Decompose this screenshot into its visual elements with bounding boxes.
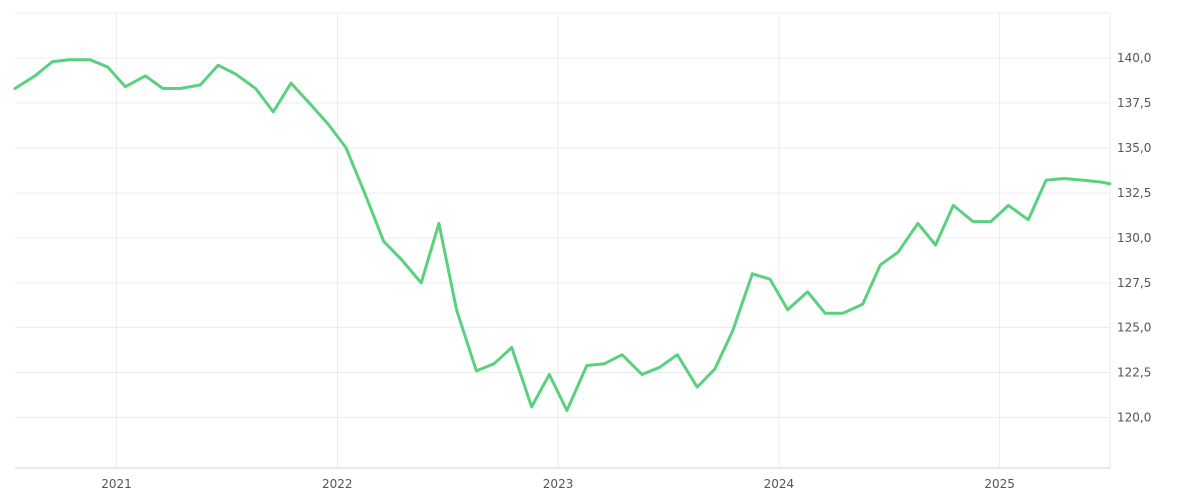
x-tick-label: 2023 <box>543 477 574 491</box>
x-tick-label: 2024 <box>764 477 795 491</box>
x-tick-label: 2021 <box>101 477 132 491</box>
y-tick-label: 120,0 <box>1117 411 1151 425</box>
series-group <box>13 58 1112 412</box>
y-tick-label: 125,0 <box>1117 321 1151 335</box>
y-tick-label: 127,5 <box>1117 276 1151 290</box>
y-tick-label: 135,0 <box>1117 141 1151 155</box>
y-tick-label: 130,0 <box>1117 231 1151 245</box>
x-tick-label: 2025 <box>984 477 1015 491</box>
x-gridlines <box>116 13 1111 468</box>
x-tick-label: 2022 <box>322 477 353 491</box>
x-tick-labels: 2021 2022 2023 2024 2025 <box>101 477 1015 491</box>
y-tick-label: 140,0 <box>1117 51 1151 65</box>
y-tick-label: 122,5 <box>1117 366 1151 380</box>
y-tick-label: 132,5 <box>1117 186 1151 200</box>
series-line <box>13 58 1112 412</box>
y-tick-labels: 120,0 122,5 125,0 127,5 130,0 132,5 135,0 137,5… <box>1117 51 1151 425</box>
y-tick-label: 137,5 <box>1117 96 1151 110</box>
